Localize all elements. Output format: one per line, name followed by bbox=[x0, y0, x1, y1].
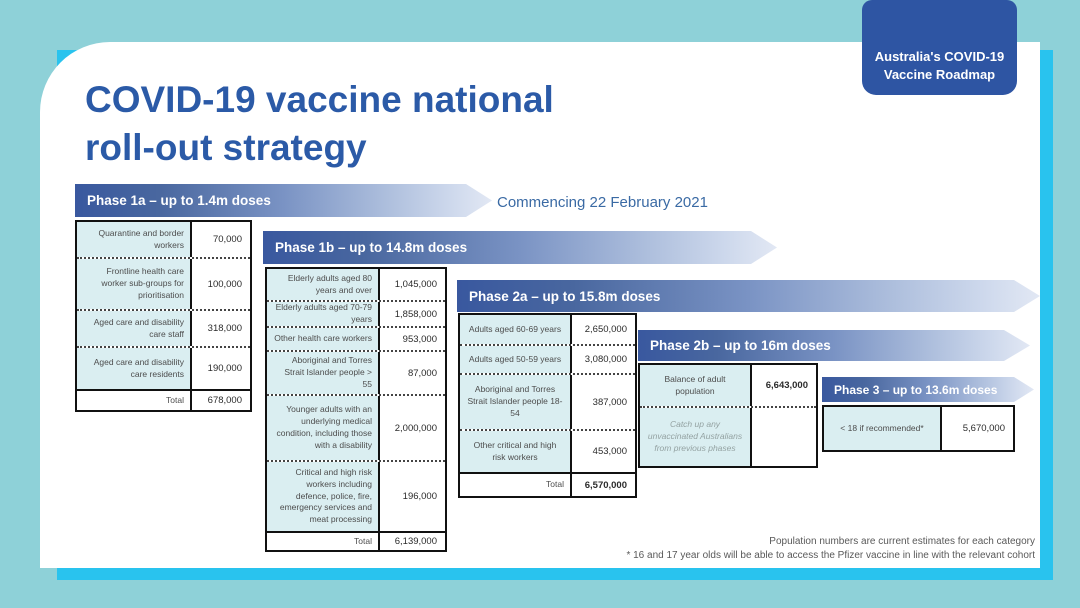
row-value-cell: 2,650,000 bbox=[584, 324, 627, 335]
phase-3-table: < 18 if recommended* 5,670,000 bbox=[822, 405, 1015, 452]
table-total-row: Total 6,570,000 bbox=[460, 472, 635, 496]
roadmap-badge: Australia's COVID-19 Vaccine Roadmap bbox=[862, 0, 1017, 95]
row-label-cell: Quarantine and border workers bbox=[77, 222, 192, 257]
row-value-cell: 1,045,000 bbox=[394, 279, 437, 290]
row-value-cell: 6,643,000 bbox=[765, 380, 808, 391]
table-row: Frontline health care worker sub-groups … bbox=[77, 257, 250, 309]
row-label-cell: Aged care and disability care residents bbox=[77, 348, 192, 389]
table-row: Quarantine and border workers 70,000 bbox=[77, 222, 250, 257]
table-row: < 18 if recommended* 5,670,000 bbox=[824, 407, 1013, 450]
total-label-cell: Total bbox=[460, 474, 572, 496]
table-row: Adults aged 50-59 years 3,080,000 bbox=[460, 344, 635, 373]
table-row: Aboriginal and Torres Strait Islander pe… bbox=[267, 350, 445, 394]
phase-2a-table: Adults aged 60-69 years 2,650,000 Adults… bbox=[458, 313, 637, 498]
phase-1b-banner: Phase 1b – up to 14.8m doses bbox=[263, 231, 777, 264]
commencing-date-text: Commencing 22 February 2021 bbox=[497, 194, 708, 211]
total-label-cell: Total bbox=[77, 391, 192, 410]
phase-2b-banner-label: Phase 2b – up to 16m doses bbox=[650, 338, 831, 353]
table-row: Adults aged 60-69 years 2,650,000 bbox=[460, 315, 635, 344]
row-value-cell: 87,000 bbox=[407, 367, 437, 379]
footnotes: Population numbers are current estimates… bbox=[626, 535, 1035, 562]
row-value-cell: 387,000 bbox=[592, 396, 627, 408]
total-value-cell: 678,000 bbox=[207, 395, 242, 406]
row-label-cell: Other critical and high risk workers bbox=[460, 431, 572, 472]
table-total-row: Total 6,139,000 bbox=[267, 531, 445, 550]
footnote-line-2: * 16 and 17 year olds will be able to ac… bbox=[626, 549, 1035, 561]
phase-3-banner: Phase 3 – up to 13.6m doses bbox=[822, 377, 1034, 402]
table-total-row: Total 678,000 bbox=[77, 389, 250, 410]
table-row: Younger adults with an underlying medica… bbox=[267, 394, 445, 460]
row-label-cell: Elderly adults aged 70-79 years bbox=[267, 302, 380, 326]
total-label-cell: Total bbox=[267, 533, 380, 550]
badge-line-2: Vaccine Roadmap bbox=[883, 66, 996, 82]
row-label-cell: < 18 if recommended* bbox=[824, 407, 942, 450]
row-label-cell: Critical and high risk workers including… bbox=[267, 462, 380, 531]
phase-2a-banner-label: Phase 2a – up to 15.8m doses bbox=[469, 288, 661, 304]
table-row: Elderly adults aged 70-79 years 1,858,00… bbox=[267, 300, 445, 326]
row-value-cell: 100,000 bbox=[207, 278, 242, 290]
row-label-cell: Balance of adult population bbox=[640, 365, 752, 406]
table-row: Other health care workers 953,000 bbox=[267, 326, 445, 350]
row-value-cell: 190,000 bbox=[207, 363, 242, 374]
page-title: COVID-19 vaccine national roll-out strat… bbox=[85, 76, 554, 172]
table-row: Aged care and disability care residents … bbox=[77, 346, 250, 389]
table-row: Aboriginal and Torres Strait Islander pe… bbox=[460, 373, 635, 429]
row-value-cell: 3,080,000 bbox=[584, 354, 627, 365]
title-line-1: COVID-19 vaccine national bbox=[85, 79, 554, 120]
total-value-cell: 6,570,000 bbox=[584, 479, 627, 491]
row-label-cell: Elderly adults aged 80 years and over bbox=[267, 269, 380, 300]
row-value-cell: 2,000,000 bbox=[394, 422, 437, 434]
title-line-2: roll-out strategy bbox=[85, 127, 367, 169]
phase-1b-banner-label: Phase 1b – up to 14.8m doses bbox=[275, 240, 468, 255]
phase-3-banner-label: Phase 3 – up to 13.6m doses bbox=[834, 382, 998, 397]
phase-1a-banner: Phase 1a – up to 1.4m doses bbox=[75, 184, 492, 217]
phase-2a-banner: Phase 2a – up to 15.8m doses bbox=[457, 280, 1040, 312]
row-label-cell: Adults aged 60-69 years bbox=[460, 315, 572, 344]
footnote-line-1: Population numbers are current estimates… bbox=[769, 536, 1035, 547]
row-value-cell: 453,000 bbox=[592, 446, 627, 457]
row-label-cell: Younger adults with an underlying medica… bbox=[267, 396, 380, 460]
table-row: Catch up any unvaccinated Australians fr… bbox=[640, 406, 816, 466]
row-label-cell: Adults aged 50-59 years bbox=[460, 346, 572, 373]
row-value-cell: 1,858,000 bbox=[394, 308, 437, 320]
phase-2b-table: Balance of adult population 6,643,000 Ca… bbox=[638, 363, 818, 468]
row-value-cell: 196,000 bbox=[402, 491, 437, 502]
phase-2b-banner: Phase 2b – up to 16m doses bbox=[638, 330, 1030, 361]
table-row: Critical and high risk workers including… bbox=[267, 460, 445, 531]
row-label-cell: Aged care and disability care staff bbox=[77, 311, 192, 346]
row-value-cell: 70,000 bbox=[212, 234, 242, 245]
phase-1a-table: Quarantine and border workers 70,000 Fro… bbox=[75, 220, 252, 412]
table-row: Elderly adults aged 80 years and over 1,… bbox=[267, 269, 445, 300]
phase-1b-table: Elderly adults aged 80 years and over 1,… bbox=[265, 267, 447, 552]
table-row: Aged care and disability care staff 318,… bbox=[77, 309, 250, 346]
row-value-cell bbox=[752, 408, 816, 466]
row-value-cell: 953,000 bbox=[402, 333, 437, 345]
catch-up-note-cell: Catch up any unvaccinated Australians fr… bbox=[640, 408, 752, 466]
phase-1a-banner-label: Phase 1a – up to 1.4m doses bbox=[87, 193, 271, 208]
row-label-cell: Aboriginal and Torres Strait Islander pe… bbox=[267, 352, 380, 394]
row-label-cell: Frontline health care worker sub-groups … bbox=[77, 259, 192, 309]
row-label-cell: Aboriginal and Torres Strait Islander pe… bbox=[460, 375, 572, 429]
row-value-cell: 5,670,000 bbox=[962, 423, 1005, 434]
badge-line-1: Australia's COVID-19 bbox=[874, 48, 1005, 64]
row-value-cell: 318,000 bbox=[207, 323, 242, 334]
total-value-cell: 6,139,000 bbox=[394, 536, 437, 547]
table-row: Balance of adult population 6,643,000 bbox=[640, 365, 816, 406]
row-label-cell: Other health care workers bbox=[267, 328, 380, 350]
table-row: Other critical and high risk workers 453… bbox=[460, 429, 635, 472]
